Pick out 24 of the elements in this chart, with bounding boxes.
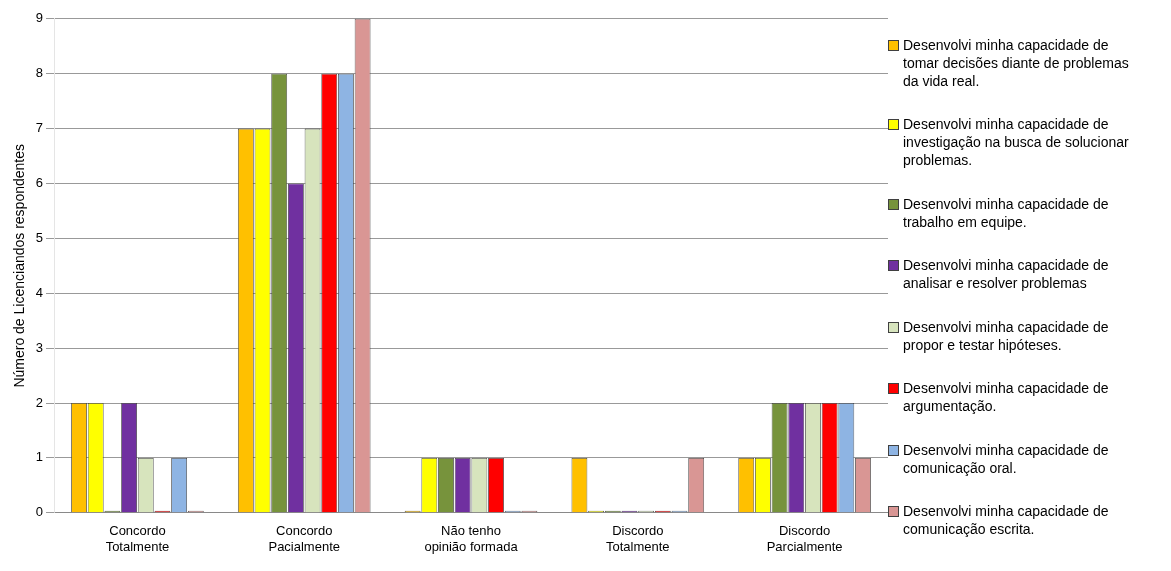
legend-label: Desenvolvi minha capacidade de trabalho em equipe. xyxy=(903,194,1110,231)
y-tick-label: 8 xyxy=(35,65,44,81)
legend-label: Desenvolvi minha capacidade de comunicação oral. xyxy=(903,440,1110,477)
y-tick-label: 3 xyxy=(35,339,44,355)
legend-label: Desenvolvi minha capacidade de analisar e resolver problemas xyxy=(903,256,1110,293)
x-tick-label: Concordo Totalmente xyxy=(105,523,170,554)
legend-label: Desenvolvi minha capacidade de propor e testar hipóteses. xyxy=(903,317,1110,354)
y-tick-label: 5 xyxy=(35,229,44,245)
y-tick-label: 7 xyxy=(35,120,44,136)
legend-label: Desenvolvi minha capacidade de argumentação. xyxy=(903,379,1110,416)
y-tick-label: 4 xyxy=(35,284,44,300)
legend-label: Desenvolvi minha capacidade de comunicação escrita. xyxy=(903,501,1110,538)
legend-label: Desenvolvi minha capacidade de investigação na busca de solucionar problemas. xyxy=(903,115,1130,170)
y-tick-label: 9 xyxy=(35,10,44,26)
x-tick-label: Concordo Pacialmente xyxy=(268,523,340,554)
x-tick-label: Discordo Totalmente xyxy=(606,523,670,554)
x-tick-label: Discordo Parcialmente xyxy=(766,523,843,554)
y-tick-label: 2 xyxy=(35,394,44,410)
y-tick-label: 1 xyxy=(35,449,44,465)
x-tick-label: Não tenho opinião formada xyxy=(424,523,519,554)
y-tick-label: 6 xyxy=(35,175,44,191)
y-tick-label: 0 xyxy=(35,504,44,520)
legend-label: Desenvolvi minha capacidade de tomar decisões diante de problemas da vida real. xyxy=(903,36,1130,90)
y-axis-title: Número de Licenciandos respondentes xyxy=(11,144,28,388)
